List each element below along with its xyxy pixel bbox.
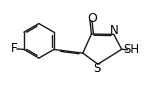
Text: N: N	[110, 24, 118, 37]
Text: S: S	[94, 62, 101, 75]
Text: O: O	[87, 12, 97, 25]
Text: SH: SH	[123, 43, 139, 56]
Text: F: F	[11, 42, 18, 55]
